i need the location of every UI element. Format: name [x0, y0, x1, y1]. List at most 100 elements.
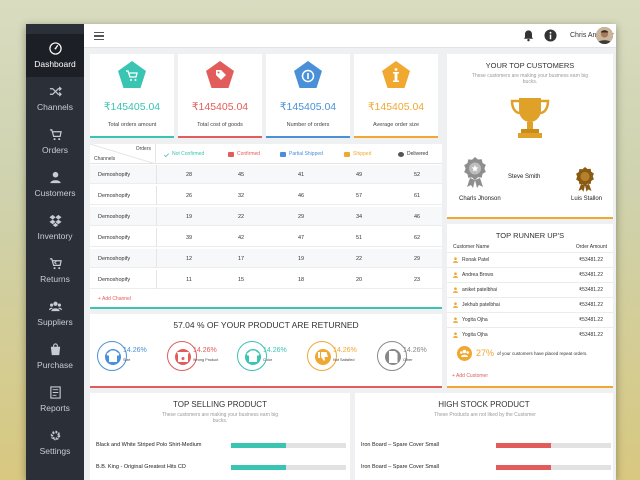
product-row[interactable]: Black and White Striped Polo Shirt-Mediu…	[96, 441, 346, 451]
return-reason-item[interactable]: 14.26% Not Satisfied	[307, 341, 363, 371]
coin-icon	[294, 61, 322, 88]
sidebar-item-dashboard[interactable]: Dashboard	[26, 34, 84, 77]
add-channel-link[interactable]: + Add Channel	[98, 296, 131, 302]
table-row[interactable]: Demoshopify 28 45 41 49 52	[90, 165, 442, 184]
column-not-confirmed[interactable]: Not Confirmed	[163, 151, 204, 157]
table-row[interactable]: Demoshopify 26 32 46 57 61	[90, 186, 442, 205]
user-name[interactable]: Chris Anthony	[570, 32, 614, 39]
add-customer-link[interactable]: + Add Customer	[452, 373, 488, 379]
order-count: 29	[297, 214, 305, 220]
sidebar-item-label: Channels	[37, 102, 73, 112]
return-reason-label: Size	[123, 358, 131, 362]
check-circle-icon	[398, 151, 404, 157]
return-percent: 14.26%	[123, 347, 147, 354]
product-row[interactable]: B.B. King - Original Greatest Hits CD	[96, 463, 346, 473]
return-reason-item[interactable]: 14.26% Color	[237, 341, 293, 371]
table-row[interactable]: Demoshopify 12 17 19 22 29	[90, 249, 442, 268]
product-row[interactable]: Iron Board – Spare Cover Small	[361, 463, 611, 473]
top-customer-first[interactable]: Steve Smith	[508, 174, 541, 180]
sidebar-item-label: Returns	[40, 274, 70, 284]
list-item[interactable]: Yogita Ojha ₹53481.22	[447, 327, 613, 341]
product-level-bar	[231, 465, 346, 470]
avatar[interactable]	[596, 27, 613, 44]
shop-icon	[175, 349, 191, 365]
sidebar-item-returns[interactable]: Returns	[26, 249, 84, 292]
sidebar-item-inventory[interactable]: Inventory	[26, 206, 84, 249]
return-cart-icon	[49, 258, 62, 270]
menu-icon[interactable]	[94, 32, 104, 40]
product-level-bar	[496, 465, 611, 470]
list-item[interactable]: Ronak Patel ₹53481.22	[447, 252, 613, 266]
channel-name: Demoshopify	[98, 277, 131, 283]
order-count: 19	[185, 214, 193, 220]
list-item[interactable]: Jekhub patelbhai ₹53481.22	[447, 297, 613, 311]
order-count: 41	[297, 172, 305, 178]
high-stock-panel: HIGH STOCK PRODUCT These Products are no…	[355, 393, 613, 480]
column-shipped[interactable]: Shipped	[344, 151, 371, 157]
column-customer-name: Customer Name	[453, 244, 490, 250]
sidebar-item-suppliers[interactable]: Suppliers	[26, 292, 84, 335]
runner-ups-title: TOP RUNNER UP'S	[495, 231, 565, 240]
person-icon	[453, 257, 458, 263]
order-count: 22	[355, 256, 363, 262]
product-name: Iron Board – Spare Cover Small	[361, 464, 439, 470]
return-reason-label: Not Satisfied	[333, 358, 355, 362]
order-count: 12	[185, 256, 193, 262]
order-count: 18	[297, 277, 305, 283]
sidebar-item-reports[interactable]: Reports	[26, 378, 84, 421]
info-icon	[382, 61, 410, 88]
return-reason-item[interactable]: 14.26% Size	[97, 341, 153, 371]
table-row[interactable]: Demoshopify 39 42 47 51 62	[90, 228, 442, 247]
sidebar-item-channels[interactable]: Channels	[26, 77, 84, 120]
speedometer-icon	[48, 42, 62, 55]
sidebar-item-settings[interactable]: Settings	[26, 421, 84, 464]
return-reason-item[interactable]: 14.26% Wrong Product	[167, 341, 223, 371]
top-customer-second[interactable]: Charls Jhonson	[459, 196, 501, 202]
list-item[interactable]: aniket patelbhai ₹53481.22	[447, 282, 613, 296]
thumbs-up-icon	[228, 151, 234, 157]
column-confirmed[interactable]: Confirmed	[228, 151, 260, 157]
sidebar-item-orders[interactable]: Orders	[26, 120, 84, 163]
product-name: B.B. King - Original Greatest Hits CD	[96, 464, 186, 470]
product-row[interactable]: Iron Board – Spare Cover Small	[361, 441, 611, 451]
info-icon[interactable]	[544, 29, 557, 42]
product-level-bar	[496, 443, 611, 448]
order-amount: ₹53481.22	[578, 272, 603, 278]
return-reason-item[interactable]: 14.26% Other	[377, 341, 433, 371]
person-icon	[49, 171, 61, 184]
silver-medal-icon	[464, 157, 486, 188]
top-customers-subtitle: These customers are making your business…	[471, 73, 589, 85]
cart-icon	[49, 129, 62, 141]
list-item[interactable]: Yogita Ojha ₹53481.22	[447, 312, 613, 326]
high-stock-title: HIGH STOCK PRODUCT	[438, 400, 530, 409]
bronze-medal-icon	[576, 167, 594, 192]
list-item[interactable]: Andrea Brows ₹53481.22	[447, 267, 613, 281]
sidebar-item-purchase[interactable]: Purchase	[26, 335, 84, 378]
table-row[interactable]: Demoshopify 19 22 29 34 46	[90, 207, 442, 226]
order-count: 20	[355, 277, 363, 283]
group-icon	[457, 346, 472, 361]
bell-icon[interactable]	[522, 29, 535, 42]
top-customers-title: YOUR TOP CUSTOMERS	[485, 61, 575, 70]
column-partial-shipped[interactable]: Partial Shipped	[280, 151, 323, 157]
cart-icon	[118, 61, 146, 88]
sidebar-item-label: Customers	[34, 188, 76, 198]
sidebar-item-customers[interactable]: Customers	[26, 163, 84, 206]
stat-value: ₹145405.04	[279, 101, 337, 113]
stat-label: Number of orders	[286, 122, 330, 128]
channel-name: Demoshopify	[98, 214, 131, 220]
table-row[interactable]: Demoshopify 11 15 18 20 23	[90, 270, 442, 289]
group-icon	[48, 301, 62, 312]
returned-products-panel: 57.04 % OF YOUR PRODUCT ARE RETURNED 14.…	[90, 314, 442, 388]
top-customer-third[interactable]: Luis Stallon	[571, 196, 603, 202]
channel-name: Demoshopify	[98, 235, 131, 241]
order-count: 15	[237, 277, 245, 283]
order-amount: ₹53481.22	[578, 287, 603, 293]
app-window: Dashboard Channels Orders Customers Inve…	[26, 24, 616, 480]
bag-icon	[50, 343, 60, 356]
return-percent: 14.26%	[333, 347, 357, 354]
return-reason-label: Color	[263, 358, 273, 362]
person-icon	[453, 287, 458, 293]
order-amount: ₹53481.22	[578, 257, 603, 263]
column-delivered[interactable]: Delivered	[398, 151, 428, 157]
